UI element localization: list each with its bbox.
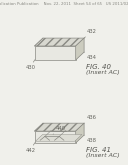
Polygon shape [35,46,76,60]
Polygon shape [76,123,84,143]
Text: FIG. 40: FIG. 40 [86,64,111,70]
Polygon shape [35,131,76,143]
Text: FIG. 41: FIG. 41 [86,147,111,153]
Polygon shape [35,134,82,141]
Text: 436: 436 [84,115,96,123]
Text: Patent Application Publication    Nov. 22, 2011  Sheet 54 of 65   US 2011/028743: Patent Application Publication Nov. 22, … [0,2,128,6]
Polygon shape [35,123,84,131]
Polygon shape [76,38,84,60]
Text: 438: 438 [84,135,96,143]
Text: 430: 430 [26,60,36,70]
Text: 432: 432 [84,29,96,38]
Text: 442: 442 [26,143,36,153]
Polygon shape [35,38,84,46]
Text: 434: 434 [84,52,96,60]
Text: (Insert AC): (Insert AC) [86,70,120,75]
Text: 440: 440 [52,126,66,136]
Text: (Insert AC): (Insert AC) [86,153,120,158]
